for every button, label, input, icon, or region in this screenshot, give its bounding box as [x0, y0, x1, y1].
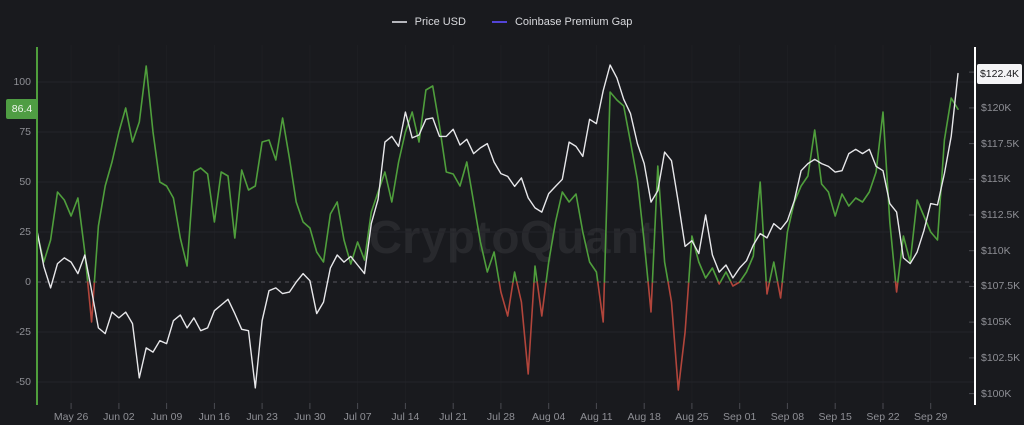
x-axis-tick-label: Jun 09: [150, 411, 183, 423]
coinbase-premium-gap-line: [781, 111, 897, 283]
x-axis-tick-label: Aug 25: [675, 411, 709, 423]
coinbase-premium-gap-line: [86, 281, 96, 323]
coinbase-premium-gap-line: [730, 281, 741, 287]
x-axis-tick-label: Jul 14: [391, 411, 420, 423]
x-axis-tick-label: Jul 28: [486, 411, 515, 423]
y-axis-left-tick-label: 25: [19, 226, 31, 238]
x-axis-tick-label: Jun 30: [294, 411, 326, 423]
x-axis-tick-label: Aug 04: [532, 411, 566, 423]
coinbase-premium-gap-line: [512, 271, 518, 283]
y-axis-right-tick-label: $107.5K: [981, 280, 1021, 293]
price-current-value-badge: $122.4K: [977, 63, 1022, 84]
y-axis-right-tick-label: $110K: [981, 244, 1011, 257]
x-axis-tick-label: Jul 21: [439, 411, 468, 423]
x-axis-tick-label: Jul 07: [343, 411, 372, 423]
y-axis-left-tick-label: 50: [19, 176, 31, 188]
coinbase-premium-gap-line: [651, 165, 669, 283]
coinbase-premium-gap-line: [765, 281, 771, 295]
y-axis-left-tick-label: 0: [25, 276, 31, 288]
coinbase-premium-gap-line: [647, 281, 654, 313]
coinbase-premium-gap-line: [719, 271, 732, 283]
x-axis-tick-label: Sep 01: [723, 411, 757, 423]
y-axis-left-tick-label: 75: [19, 126, 31, 138]
y-axis-right-tick-label: $120K: [981, 101, 1012, 114]
y-axis-right-tick-label: $105K: [981, 316, 1012, 329]
x-axis-tick-label: Jun 23: [246, 411, 278, 423]
premium-current-value-badge: 86.4: [6, 99, 38, 120]
x-axis-tick-label: Jun 02: [103, 411, 135, 423]
y-axis-right-tick-label: $115K: [981, 173, 1011, 186]
coinbase-premium-gap-line: [894, 281, 899, 293]
coinbase-premium-gap-line: [536, 281, 547, 317]
cryptoquant-watermark: CryptoQuant: [368, 211, 656, 263]
coinbase-premium-gap-line: [515, 281, 535, 375]
coinbase-premium-gap-line: [896, 97, 959, 283]
legend-item-price-usd[interactable]: Price USD: [391, 16, 466, 28]
coinbase-premium-gap-line: [93, 65, 501, 283]
x-axis-tick-label: Jun 16: [198, 411, 231, 423]
coinbase-premium-gap-line: [667, 281, 690, 391]
y-axis-left-tick-label: -50: [15, 376, 31, 388]
coinbase-premium-gap-line: [36, 191, 89, 283]
coinbase-premium-gap-line: [533, 265, 539, 283]
x-axis-tick-label: Sep 08: [770, 411, 805, 423]
y-axis-left-tick-label: 100: [13, 76, 31, 88]
x-axis-tick-label: Sep 15: [818, 411, 852, 423]
y-axis-left-tick-label: -25: [15, 326, 31, 338]
legend-label: Coinbase Premium Gap: [514, 16, 633, 28]
legend-swatch: [391, 21, 407, 23]
coinbase-premium-gap-line: [545, 191, 599, 283]
coinbase-premium-gap-line: [687, 235, 720, 283]
legend-label: Price USD: [414, 16, 466, 28]
price-usd-line: [36, 64, 959, 389]
x-axis-tick-label: Aug 11: [580, 411, 613, 423]
x-axis-tick-label: Aug 18: [627, 411, 661, 423]
coinbase-premium-gap-line: [603, 91, 649, 283]
coinbase-premium-gap-line: [596, 281, 606, 323]
y-axis-right-tick-label: $117.5K: [981, 137, 1020, 150]
legend-item-coinbase-premium-gap[interactable]: Coinbase Premium Gap: [491, 16, 633, 28]
y-axis-right-tick-label: $112.5K: [981, 209, 1020, 221]
coinbase-premium-gap-line: [498, 281, 514, 317]
x-axis-tick-label: Sep 29: [914, 411, 948, 423]
y-axis-right-tick-label: $100K: [981, 387, 1012, 400]
coinbase-premium-gap-line: [768, 261, 779, 283]
y-axis-right-tick-label: $102.5K: [981, 351, 1021, 364]
x-axis-tick-label: Sep 22: [866, 411, 900, 423]
coinbase-premium-gap-line: [776, 281, 784, 299]
x-axis-tick-label: May 26: [53, 411, 89, 423]
coinbase-premium-gap-line: [738, 181, 768, 283]
legend-swatch: [491, 21, 507, 23]
chart-legend: Price USD Coinbase Premium Gap: [0, 16, 1024, 28]
